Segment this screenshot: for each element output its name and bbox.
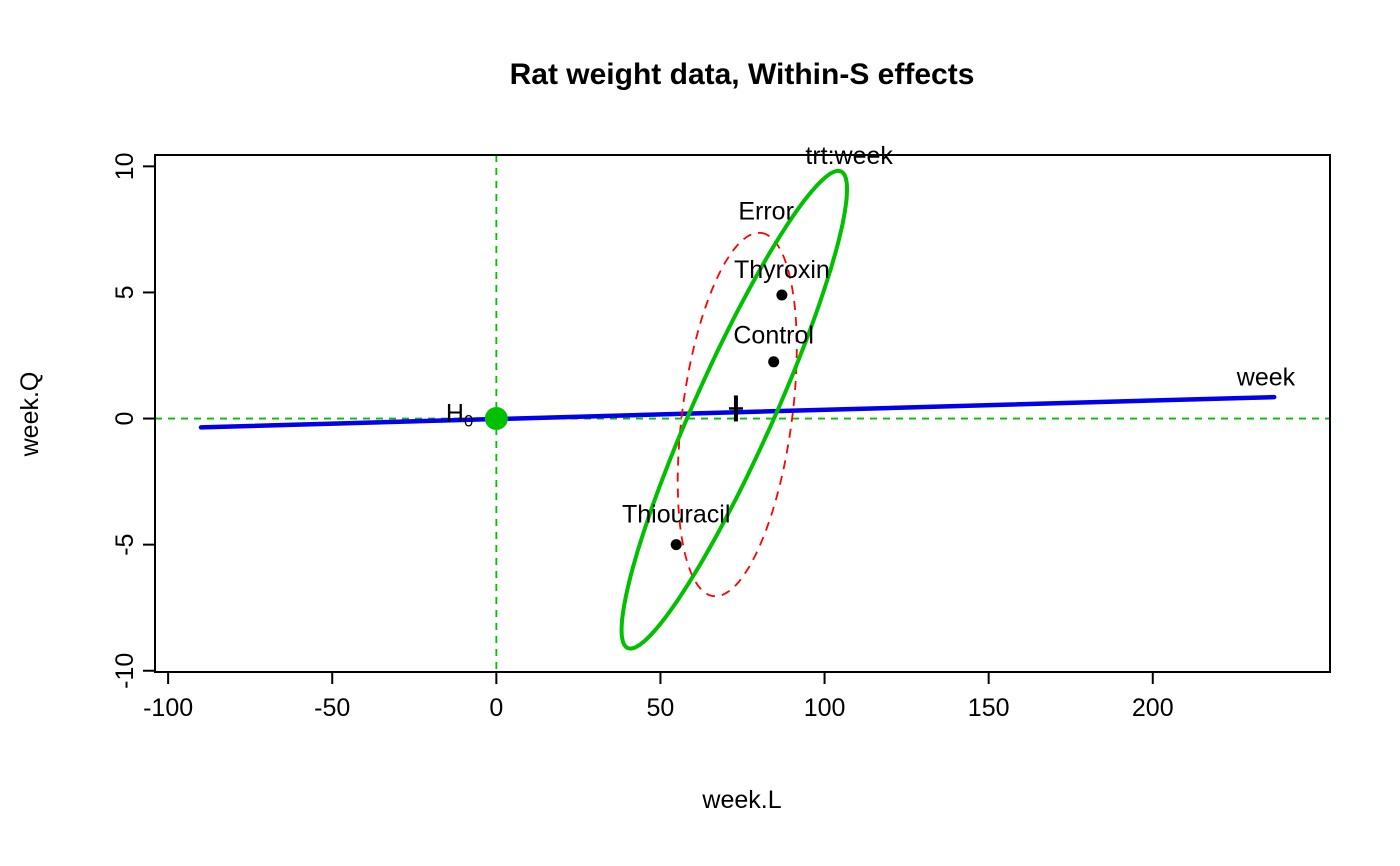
x-tick-label-150: 150 (968, 694, 1010, 722)
ellipse-trt-week (619, 168, 849, 651)
plot-box (154, 154, 1331, 673)
label-thiouracil: Thiouracil (622, 500, 730, 528)
label-week: week (1236, 363, 1296, 391)
point-thiouracil (670, 539, 682, 551)
y-tick-label-0: 0 (111, 412, 139, 426)
x-axis-label: week.L (701, 786, 781, 814)
y-axis-label: week.Q (16, 372, 44, 458)
x-tick-label--50: -50 (314, 694, 350, 722)
plot-layer: H0trt:weekErrorThyroxinControlThiouracil… (111, 142, 1331, 722)
x-tick-label-50: 50 (647, 694, 675, 722)
label-thyroxin: Thyroxin (734, 256, 830, 284)
y-tick-label-10: 10 (111, 152, 139, 180)
chart-title: Rat weight data, Within-S effects (510, 58, 975, 91)
point-thyroxin (776, 289, 788, 301)
ellipse-error (676, 231, 798, 598)
y-tick-label-5: 5 (111, 285, 139, 299)
x-tick-label-100: 100 (804, 694, 846, 722)
label-error: Error (738, 197, 794, 225)
h0-label: H0 (446, 400, 474, 431)
y-tick-label--5: -5 (111, 534, 139, 556)
point-control (768, 356, 780, 368)
x-tick-label--100: -100 (143, 694, 193, 722)
x-tick-label-0: 0 (489, 694, 503, 722)
label-control: Control (733, 321, 814, 349)
x-tick-label-200: 200 (1132, 694, 1174, 722)
y-tick-label--10: -10 (111, 653, 139, 689)
h0-marker (484, 407, 508, 431)
